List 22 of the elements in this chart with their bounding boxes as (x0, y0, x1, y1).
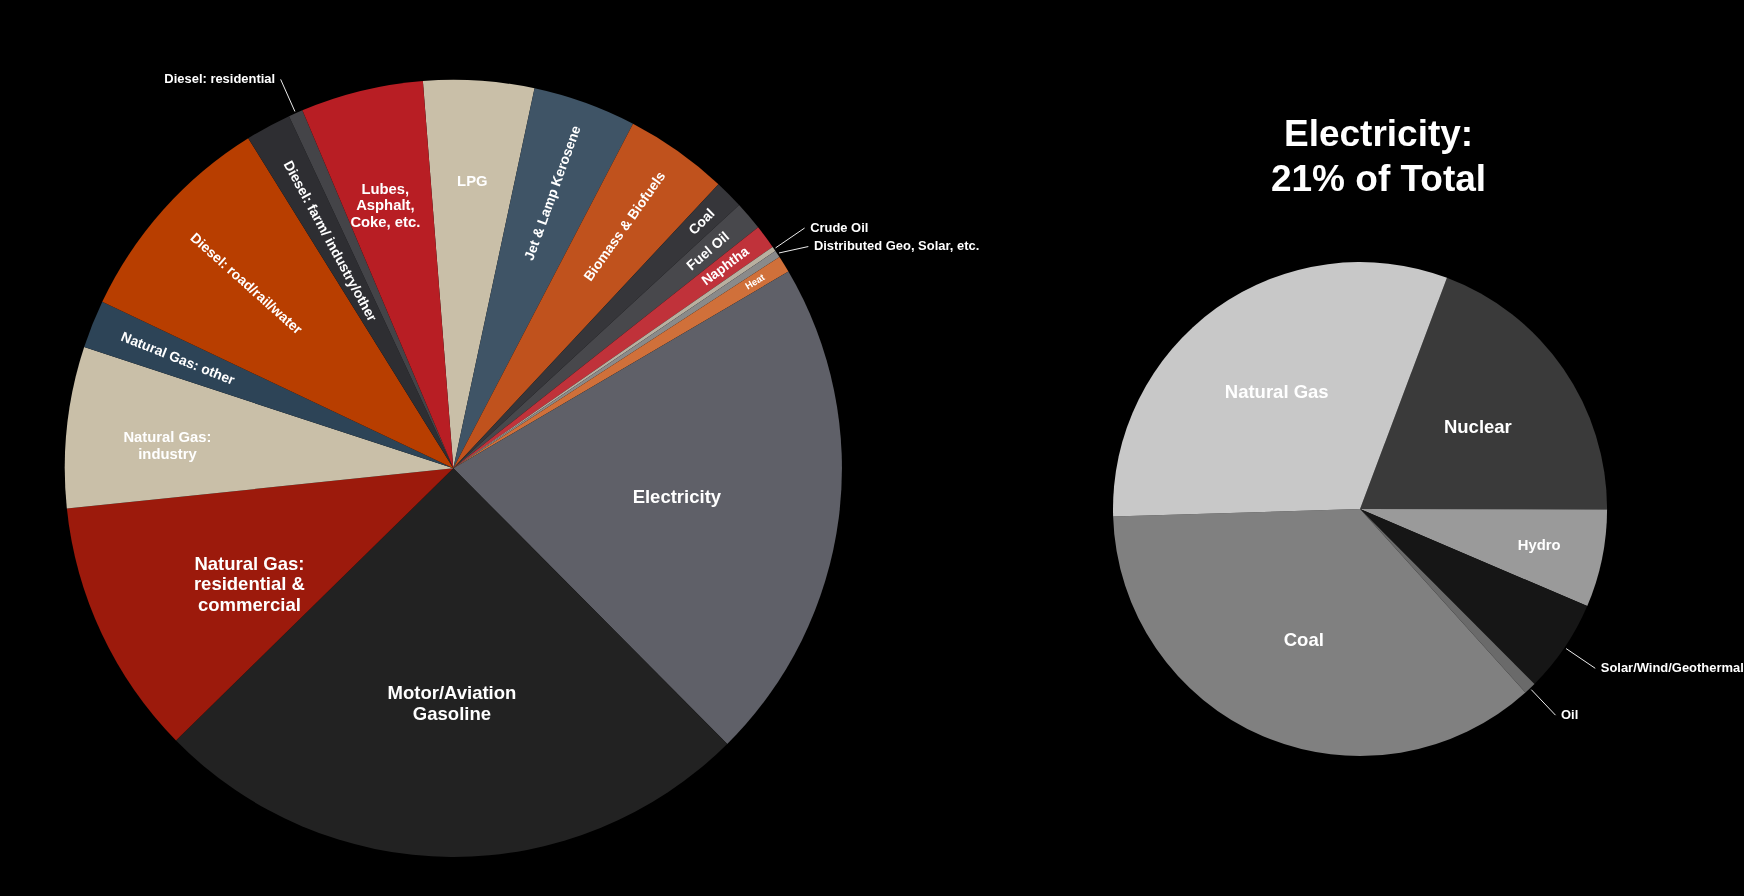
slice-label: LPG (457, 173, 488, 190)
slice-label: Natural Gas: residential & commercial (193, 552, 305, 615)
slice-label: Nuclear (1443, 416, 1512, 438)
slice-label: Solar/Wind/Geothermal (1600, 660, 1744, 676)
slice-label: Coal (1283, 629, 1324, 651)
pie-slice (1360, 509, 1588, 684)
chart-title: Electricity: (1283, 113, 1474, 155)
pie-slice (1360, 277, 1608, 510)
slice-label: Crude Oil (810, 219, 869, 235)
chart-subtitle: 21% of Total (1270, 157, 1487, 199)
pie-slice (1360, 509, 1608, 607)
pie-slice (176, 468, 728, 857)
slice-label: Distributed Geo, Solar, etc. (813, 238, 980, 254)
slice-label: Electricity (632, 485, 722, 507)
pie-slice (102, 138, 454, 469)
slice-label: Motor/Aviation Gasoline (387, 682, 517, 724)
slice-label: Oil (1561, 706, 1579, 722)
pie-slice (1113, 262, 1447, 517)
slice-label: Lubes, Asphalt, Coke, etc. (350, 180, 421, 230)
slice-label: Natural Gas: industry (123, 429, 212, 462)
slice-label: Diesel: residential (164, 71, 276, 87)
slice-label: Hydro (1517, 537, 1561, 554)
